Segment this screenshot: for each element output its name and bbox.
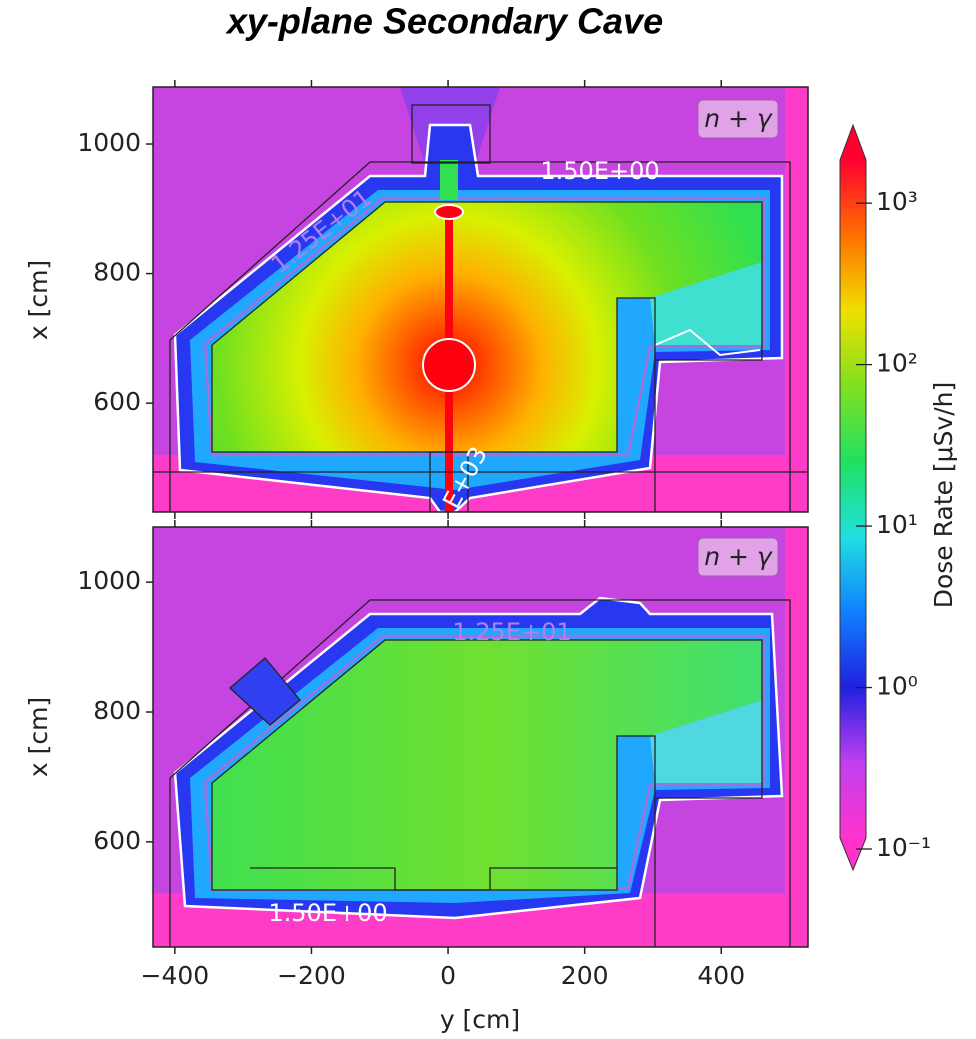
colorbar	[840, 160, 866, 838]
annotation: n + γ	[704, 542, 773, 571]
legend-box	[697, 537, 779, 577]
contour-label: 1.50E+00	[540, 157, 659, 185]
plot-frame	[152, 526, 809, 948]
colorbar-extend	[840, 125, 866, 160]
colorbar-tick-label: 10²	[876, 349, 918, 378]
y-tick-label: 1000	[77, 128, 141, 157]
x-tick-label: 0	[440, 961, 456, 990]
y-tick-label: 600	[93, 826, 141, 855]
colorbar-extend	[840, 838, 866, 870]
y-tick-label: 600	[93, 387, 141, 416]
colorbar-tick-label: 10⁰	[876, 672, 918, 701]
heatmap	[153, 527, 808, 947]
colorbar-label: Dose Rate [μSv/h]	[929, 382, 958, 609]
y-tick-label: 1000	[77, 566, 141, 595]
x-axis-label: y [cm]	[440, 1005, 520, 1034]
heatmap	[153, 87, 808, 512]
colorbar-tick-label: 10³	[876, 187, 918, 216]
y-tick-label: 800	[93, 696, 141, 725]
x-tick-label: −200	[277, 961, 346, 990]
annotation: n + γ	[704, 104, 773, 133]
colorbar-tick-label: 10¹	[876, 510, 918, 539]
colorbar-tick-label: 10⁻¹	[876, 833, 931, 862]
y-axis-label: x [cm]	[24, 260, 53, 340]
contour-label: 1.25E+01	[452, 618, 571, 646]
contour-label: 1.50E+00	[268, 899, 387, 927]
plot-frame	[152, 86, 809, 513]
y-axis-label: x [cm]	[24, 697, 53, 777]
x-tick-label: 400	[697, 961, 745, 990]
chart-title: xy-plane Secondary Cave	[225, 1, 663, 42]
x-tick-label: −400	[141, 961, 210, 990]
y-tick-label: 800	[93, 258, 141, 287]
colorbar-outline	[839, 123, 867, 872]
legend-box	[697, 99, 779, 139]
x-tick-label: 200	[561, 961, 609, 990]
